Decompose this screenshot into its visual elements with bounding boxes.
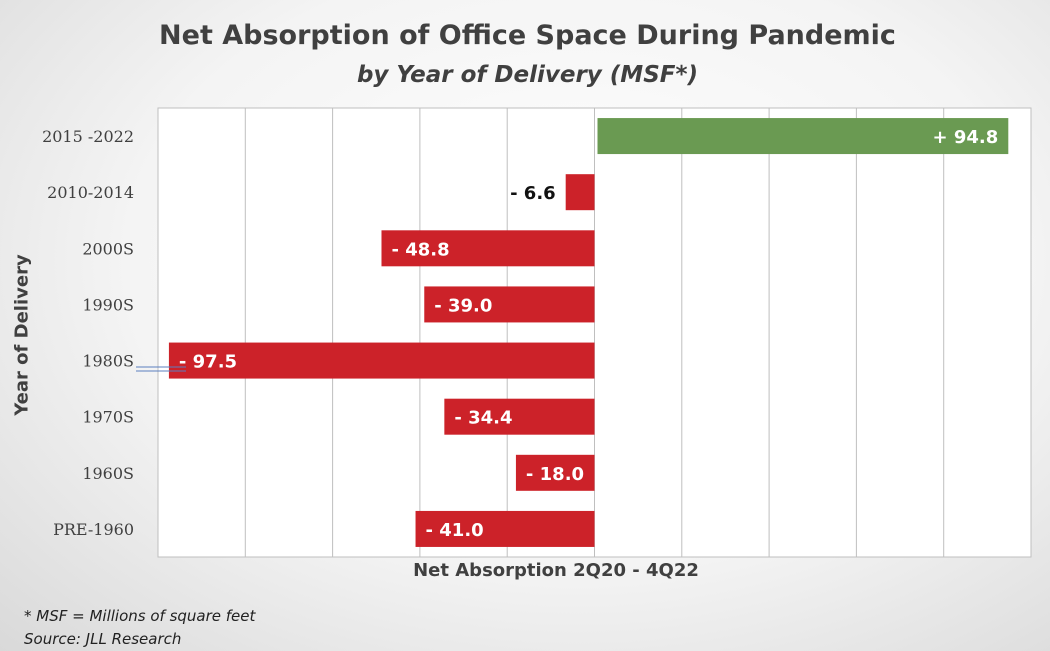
bars: [168, 118, 1009, 547]
data-label: - 34.4: [454, 408, 512, 429]
category-tick-label: 1990S: [82, 295, 134, 314]
bar: [424, 286, 595, 323]
source-note: Source: JLL Research: [24, 630, 182, 648]
data-label: - 41.0: [426, 520, 484, 541]
gridlines: [244, 108, 945, 557]
category-tick-label: 1970S: [82, 408, 134, 427]
x-axis-label: Net Absorption 2Q20 - 4Q22: [413, 560, 699, 581]
data-label: - 48.8: [391, 239, 449, 260]
chart-title: Net Absorption of Office Space During Pa…: [159, 20, 896, 51]
bar: [415, 510, 595, 547]
data-labels: + 94.8 - 6.6 - 48.8 - 39.0 - 97.5 - 34.4 - 18.…: [179, 127, 998, 541]
data-label: - 6.6: [510, 183, 556, 204]
category-tick-label: 1960S: [82, 464, 134, 483]
data-label: + 94.8: [933, 127, 999, 148]
bar: [565, 174, 595, 211]
data-label: - 18.0: [526, 464, 584, 485]
category-tick-label: 2000S: [82, 239, 134, 258]
bar: [515, 454, 595, 491]
chart-subtitle: by Year of Delivery (MSF*): [356, 62, 699, 88]
label-leader-line: [136, 366, 186, 372]
bar: [168, 342, 595, 379]
msf-footnote: * MSF = Millions of square feet: [24, 607, 256, 625]
bar: [444, 398, 595, 435]
category-tick-label: 2015 -2022: [42, 127, 134, 146]
data-label: - 97.5: [179, 352, 237, 373]
y-axis-label: Year of Delivery: [11, 254, 33, 416]
category-tick-label: 1980S: [82, 352, 134, 371]
bar: [381, 230, 595, 267]
data-label: - 39.0: [434, 295, 492, 316]
category-tick-label: PRE-1960: [53, 520, 134, 539]
bar: [597, 118, 1009, 155]
category-tick-label: 2010-2014: [47, 183, 134, 202]
category-tick-labels: 2015 -2022 2010-2014 2000S 1990S 1980S 1970S 1…: [42, 127, 134, 539]
